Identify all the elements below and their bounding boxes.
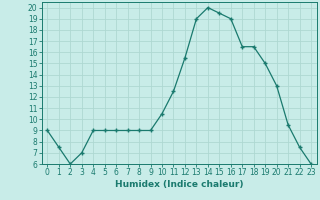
X-axis label: Humidex (Indice chaleur): Humidex (Indice chaleur) (115, 180, 244, 189)
